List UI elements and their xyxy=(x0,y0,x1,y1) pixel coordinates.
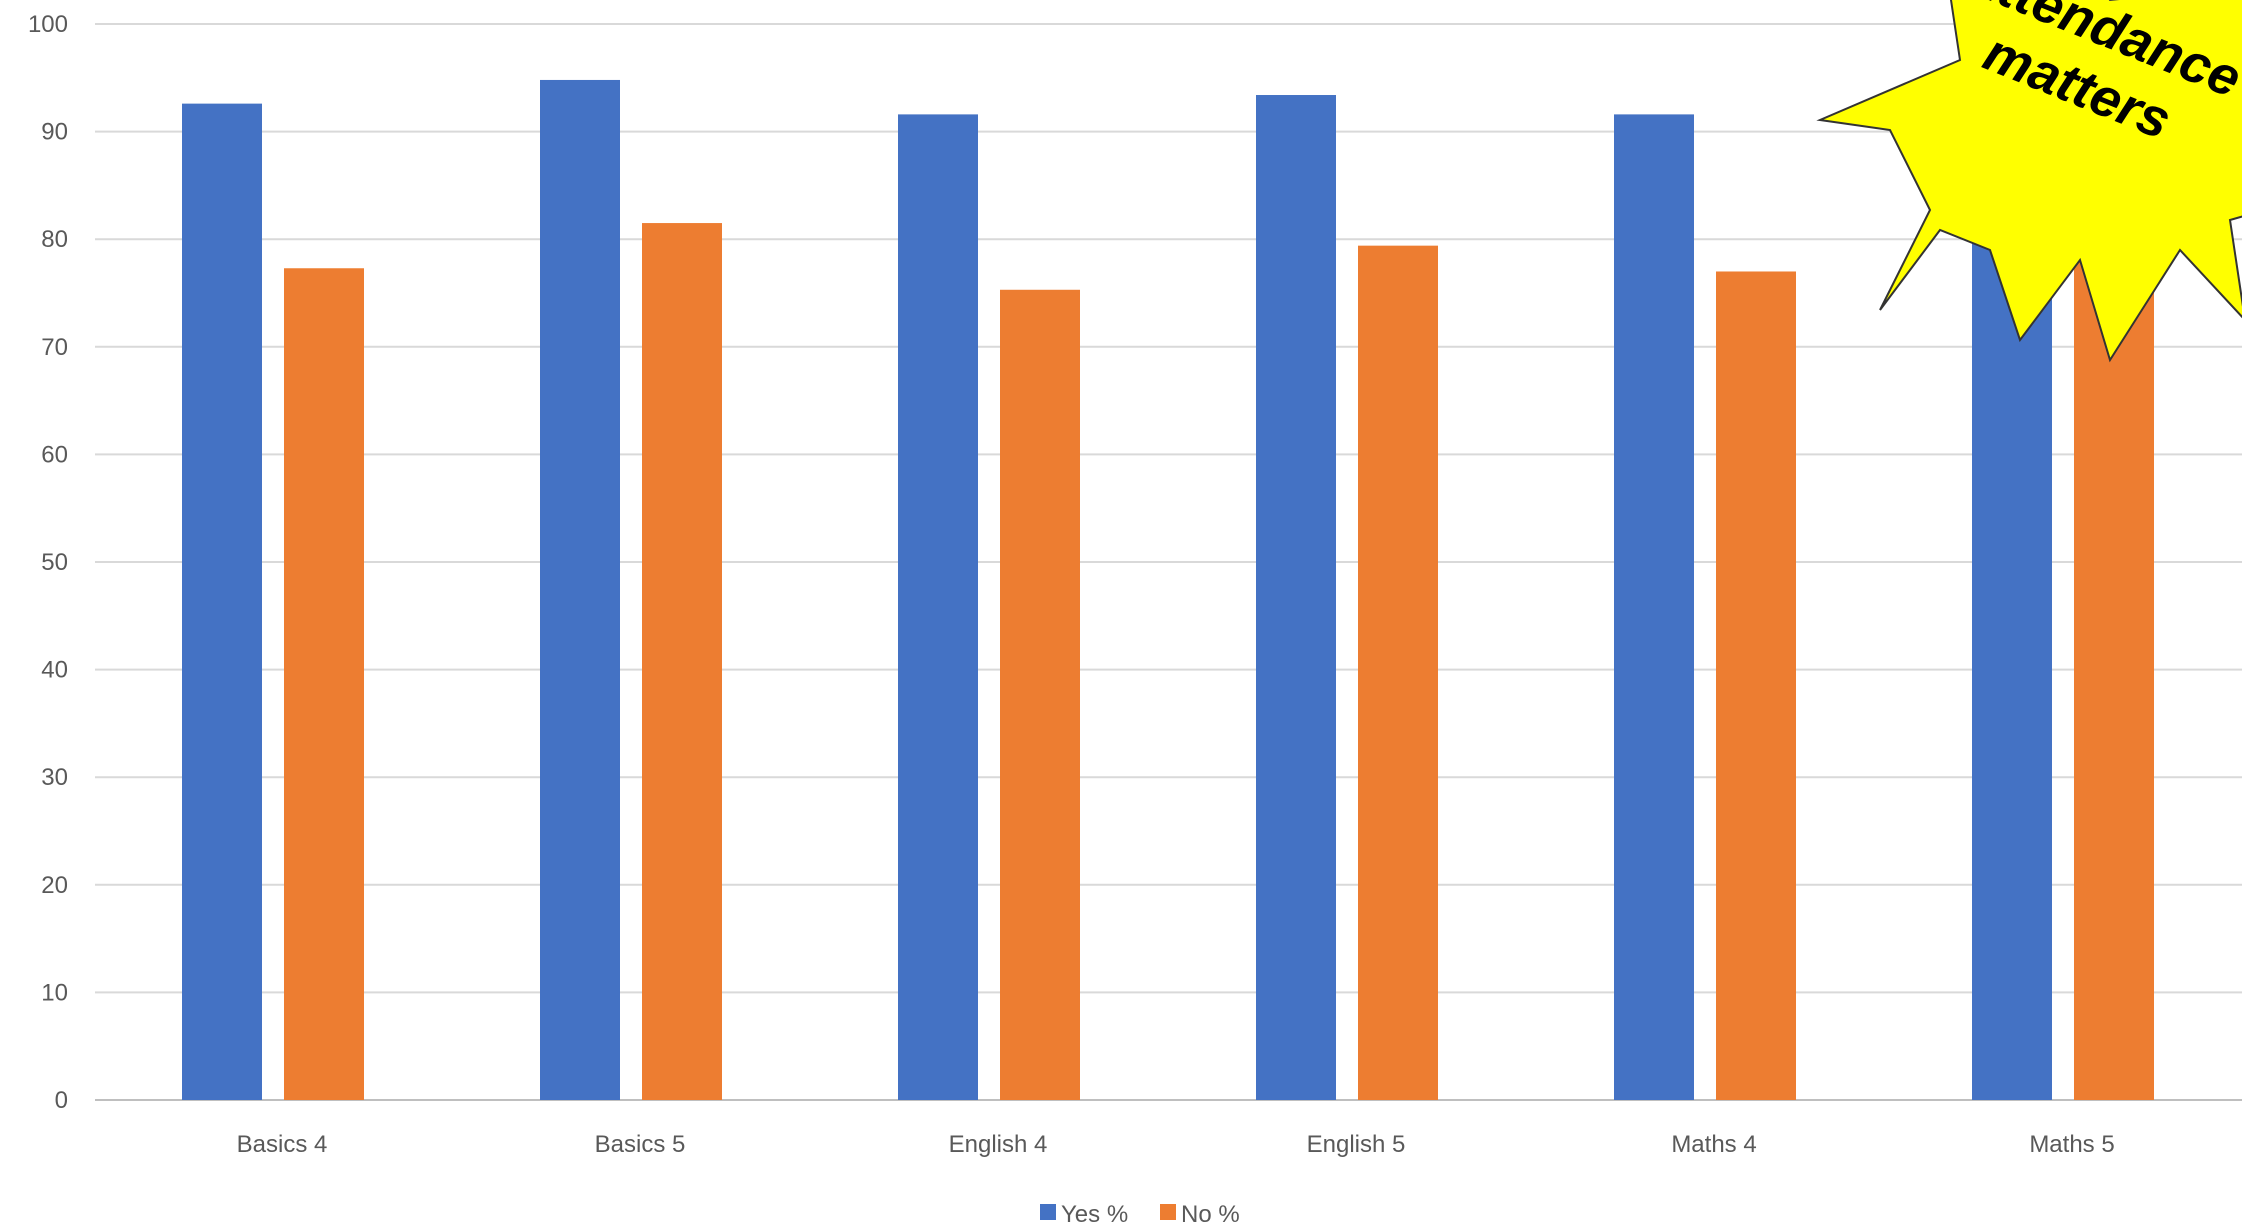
x-tick-label: Basics 5 xyxy=(595,1131,686,1158)
y-tick-label: 40 xyxy=(41,657,68,684)
bars xyxy=(182,79,2154,1101)
y-tick-label: 20 xyxy=(41,872,68,899)
y-axis-ticks: 0 10 20 30 40 50 60 70 80 90 100 xyxy=(28,11,68,1114)
y-tick-label: 90 xyxy=(41,119,68,146)
bar xyxy=(1614,114,1694,1100)
bar xyxy=(182,103,262,1100)
y-tick-label: 30 xyxy=(41,764,68,791)
x-tick-label: English 4 xyxy=(949,1131,1048,1158)
x-tick-label: Maths 5 xyxy=(2029,1131,2114,1158)
bar xyxy=(2074,229,2154,1101)
bar xyxy=(540,79,620,1100)
legend-label: No % xyxy=(1181,1201,1240,1228)
y-tick-label: 80 xyxy=(41,226,68,253)
x-tick-label: Maths 4 xyxy=(1671,1131,1756,1158)
gridlines xyxy=(95,23,2242,1101)
y-tick-label: 0 xyxy=(55,1087,68,1114)
legend: Yes % No % xyxy=(1040,1201,1240,1228)
bar xyxy=(642,223,722,1100)
legend-label: Yes % xyxy=(1061,1201,1128,1228)
bar xyxy=(1716,271,1796,1101)
x-tick-label: English 5 xyxy=(1307,1131,1406,1158)
legend-swatch xyxy=(1040,1204,1056,1220)
bar xyxy=(1000,289,1080,1101)
y-tick-label: 70 xyxy=(41,334,68,361)
bar xyxy=(898,114,978,1100)
legend-swatch xyxy=(1160,1204,1176,1220)
attendance-callout: Attendance matters xyxy=(1816,0,2242,363)
bar xyxy=(284,268,364,1100)
y-tick-label: 60 xyxy=(41,441,68,468)
x-tick-label: Basics 4 xyxy=(237,1131,328,1158)
y-tick-label: 50 xyxy=(41,549,68,576)
y-tick-label: 100 xyxy=(28,11,68,38)
bar xyxy=(1256,95,1336,1101)
starburst-shape xyxy=(1816,0,2242,363)
bar xyxy=(1358,245,1438,1100)
y-tick-label: 10 xyxy=(41,979,68,1006)
x-axis-ticks: Basics 4 Basics 5 English 4 English 5 Maths … xyxy=(237,1131,2115,1158)
